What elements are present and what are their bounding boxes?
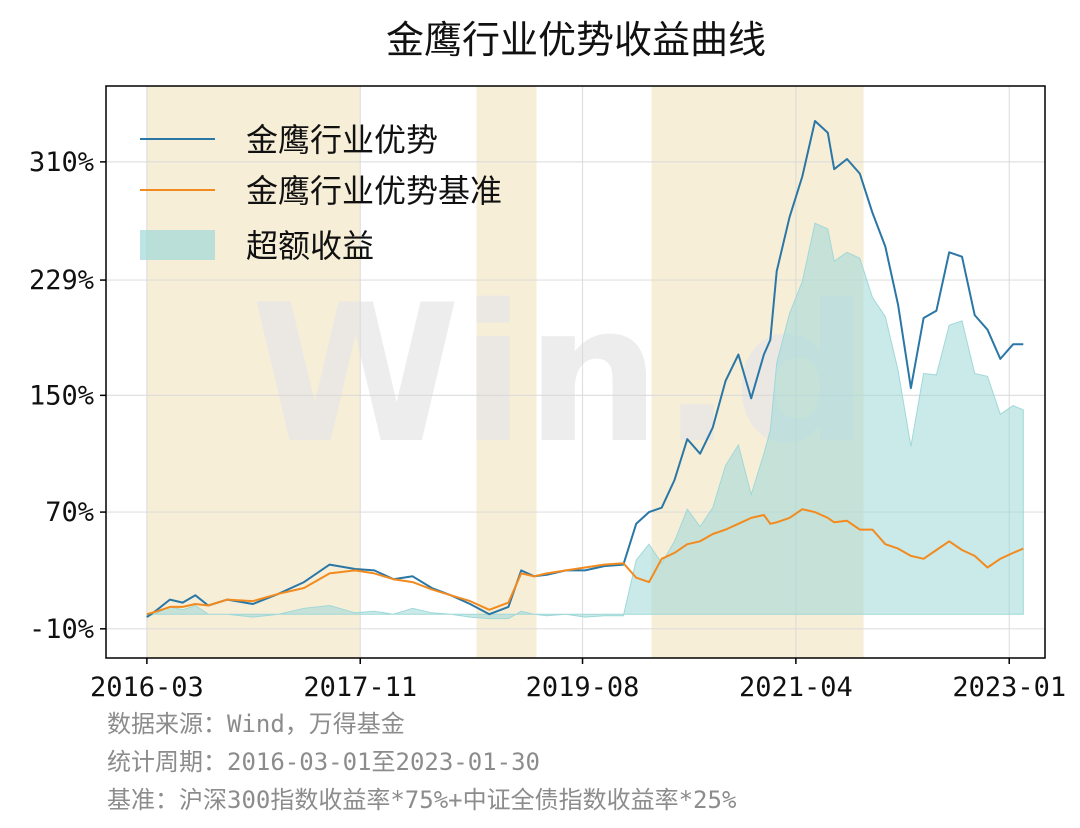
series-excess-area <box>146 222 1024 620</box>
x-tick-label-0: 2016-03 <box>90 672 204 703</box>
y-tick-label-3: 229% <box>29 265 94 296</box>
y-tick-label-1: 70% <box>45 497 94 528</box>
legend-label-benchmark: 金鹰行业优势基准 <box>246 172 502 210</box>
shaded-period-2 <box>476 86 537 658</box>
plot-series <box>146 120 1024 620</box>
chart-svg: 金鹰行业优势收益曲线 Win.d -10%70%150%229%310% 201… <box>29 18 1066 703</box>
x-tick-label-3: 2021-04 <box>739 672 853 703</box>
footer-source: 数据来源：Wind，万得基金 <box>107 710 405 738</box>
y-tick-label-0: -10% <box>29 614 94 645</box>
x-tick-label-2: 2019-08 <box>526 672 640 703</box>
y-tick-label-2: 150% <box>29 380 94 411</box>
shaded-period-1 <box>146 86 361 658</box>
x-tick-label-1: 2017-11 <box>303 672 417 703</box>
y-tick-label-4: 310% <box>29 147 94 178</box>
x-axis: 2016-03 2017-11 2019-08 2021-04 2023-01 <box>90 658 1066 703</box>
chart-title: 金鹰行业优势收益曲线 <box>386 18 766 62</box>
y-axis: -10% 70% 150% 229% 310% <box>29 147 106 645</box>
footer-benchmark: 基准：沪深300指数收益率*75%+中证全债指数收益率*25% <box>107 786 737 814</box>
series-fund-line <box>146 120 1024 618</box>
legend-swatch-excess <box>140 230 215 260</box>
plot-frame <box>105 85 1046 659</box>
footer-period: 统计周期：2016-03-01至2023-01-30 <box>107 748 540 776</box>
series-benchmark-line <box>146 508 1024 616</box>
legend-label-excess: 超额收益 <box>246 227 374 265</box>
legend-label-fund: 金鹰行业优势 <box>246 121 438 159</box>
legend: 金鹰行业优势 金鹰行业优势基准 超额收益 <box>140 121 502 265</box>
x-tick-label-4: 2023-01 <box>952 672 1066 703</box>
